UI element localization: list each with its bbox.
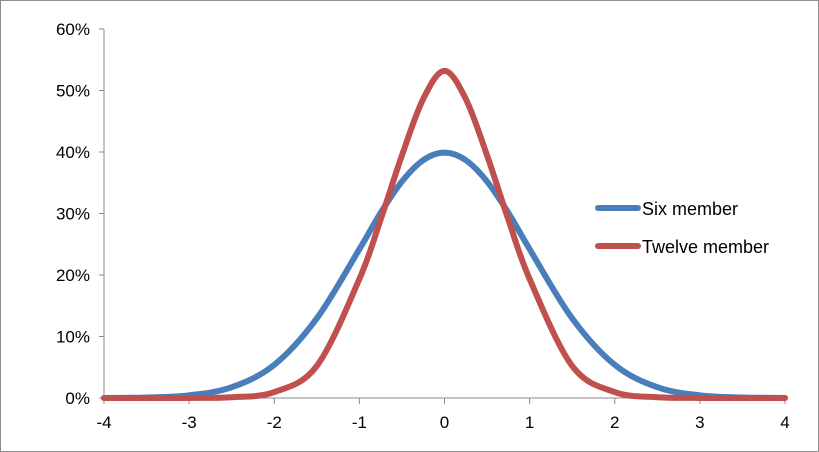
x-tick-label: 0 xyxy=(440,413,449,432)
y-tick-label: 0% xyxy=(65,389,90,408)
series-line-six-member xyxy=(101,149,788,401)
legend-label-twelve-member: Twelve member xyxy=(642,237,769,257)
x-tick-label: 1 xyxy=(525,413,534,432)
x-axis: -4 -3 -2 -1 0 1 2 3 4 xyxy=(96,397,790,432)
y-tick-label: 60% xyxy=(56,20,90,39)
y-tick-label: 50% xyxy=(56,82,90,101)
series-line-twelve-member xyxy=(101,67,788,402)
y-tick-label: 30% xyxy=(56,205,90,224)
legend: Six member Twelve member xyxy=(595,199,769,257)
y-tick-label: 10% xyxy=(56,328,90,347)
series-lines xyxy=(101,67,788,402)
y-tick-label: 20% xyxy=(56,266,90,285)
x-tick-label: 2 xyxy=(610,413,619,432)
x-tick-label: -4 xyxy=(96,413,111,432)
x-tick-label: -1 xyxy=(352,413,367,432)
y-axis: 0% 10% 20% 30% 40% 50% 60% xyxy=(56,20,105,408)
x-tick-label: -2 xyxy=(267,413,282,432)
x-tick-label: -3 xyxy=(182,413,197,432)
legend-label-six-member: Six member xyxy=(642,199,738,219)
x-tick-label: 3 xyxy=(695,413,704,432)
y-tick-label: 40% xyxy=(56,143,90,162)
x-tick-label: 4 xyxy=(780,413,789,432)
